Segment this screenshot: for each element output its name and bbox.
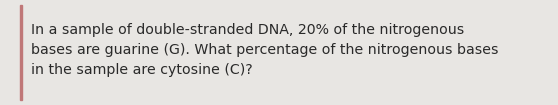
Text: In a sample of double-stranded DNA, 20% of the nitrogenous
bases are guarine (G): In a sample of double-stranded DNA, 20% … — [31, 23, 498, 77]
Bar — [20, 5, 22, 100]
